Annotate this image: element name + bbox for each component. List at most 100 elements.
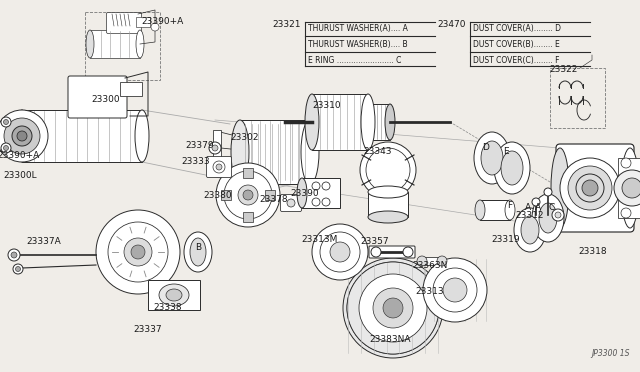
Bar [550, 68, 605, 128]
Ellipse shape [347, 262, 439, 354]
Ellipse shape [190, 238, 206, 266]
Text: 23322: 23322 [550, 65, 578, 74]
Circle shape [209, 142, 221, 154]
Ellipse shape [359, 274, 427, 342]
Text: 23321: 23321 [273, 20, 301, 29]
Circle shape [1, 117, 11, 127]
Circle shape [3, 145, 8, 151]
Text: 23300: 23300 [92, 96, 120, 105]
Ellipse shape [17, 131, 27, 141]
Circle shape [437, 256, 447, 266]
Ellipse shape [494, 142, 530, 194]
Bar [213, 130, 221, 158]
Text: 23333: 23333 [182, 157, 211, 167]
Circle shape [3, 119, 8, 125]
Text: 23390+A: 23390+A [0, 151, 39, 160]
Circle shape [417, 256, 427, 266]
Ellipse shape [514, 208, 546, 252]
Text: 23313: 23313 [416, 288, 444, 296]
Circle shape [371, 247, 381, 257]
Ellipse shape [216, 163, 280, 227]
Text: 23338: 23338 [154, 304, 182, 312]
Ellipse shape [231, 120, 249, 184]
Bar [136, 17, 150, 27]
Ellipse shape [568, 166, 612, 210]
Bar [312, 94, 368, 150]
Ellipse shape [576, 174, 604, 202]
Text: 23310: 23310 [313, 100, 341, 109]
Bar [85, 12, 160, 80]
Ellipse shape [368, 211, 408, 223]
Circle shape [383, 298, 403, 318]
Ellipse shape [15, 110, 29, 162]
Bar [368, 104, 390, 140]
Ellipse shape [501, 151, 523, 185]
Ellipse shape [360, 142, 416, 198]
Text: E: E [503, 148, 509, 157]
Bar [243, 168, 253, 178]
Text: A: A [525, 203, 531, 212]
Ellipse shape [539, 203, 557, 233]
Ellipse shape [366, 148, 410, 192]
Bar [480, 200, 510, 220]
Ellipse shape [481, 141, 503, 175]
Circle shape [238, 185, 258, 205]
FancyBboxPatch shape [280, 195, 301, 212]
Text: 23318: 23318 [579, 247, 607, 257]
Circle shape [312, 182, 320, 190]
Ellipse shape [423, 258, 487, 322]
Ellipse shape [0, 110, 48, 162]
Circle shape [216, 164, 222, 170]
Circle shape [622, 178, 640, 198]
Bar [368, 192, 408, 217]
Ellipse shape [184, 232, 212, 272]
Ellipse shape [368, 186, 408, 198]
Text: JP3300 1S: JP3300 1S [591, 349, 630, 358]
Circle shape [13, 264, 23, 274]
FancyBboxPatch shape [369, 246, 415, 258]
Bar [422, 257, 442, 265]
Circle shape [8, 249, 20, 261]
Bar [302, 178, 340, 208]
Circle shape [1, 143, 11, 153]
Circle shape [131, 245, 145, 259]
Circle shape [322, 182, 330, 190]
Text: 23337A: 23337A [27, 237, 61, 247]
Text: DUST COVER(B)........ E: DUST COVER(B)........ E [473, 40, 560, 49]
Ellipse shape [475, 200, 485, 220]
Circle shape [621, 208, 631, 218]
Bar [148, 280, 200, 310]
Text: 23380: 23380 [204, 190, 232, 199]
Text: THURUST WASHER(B).... B: THURUST WASHER(B).... B [308, 40, 408, 49]
Text: B: B [195, 244, 201, 253]
Text: E RING ........................ C: E RING ........................ C [308, 56, 401, 65]
Ellipse shape [532, 194, 564, 242]
Ellipse shape [433, 268, 477, 312]
Ellipse shape [297, 178, 307, 208]
FancyBboxPatch shape [207, 157, 232, 177]
Bar [240, 120, 310, 184]
Ellipse shape [4, 118, 40, 154]
Text: 23379: 23379 [186, 141, 214, 150]
Ellipse shape [12, 126, 32, 146]
Ellipse shape [108, 222, 168, 282]
Text: F: F [508, 202, 513, 211]
Ellipse shape [166, 289, 182, 301]
Text: 23378: 23378 [260, 196, 288, 205]
Ellipse shape [136, 30, 144, 58]
Text: 23302: 23302 [231, 134, 259, 142]
Ellipse shape [505, 200, 515, 220]
Circle shape [330, 242, 350, 262]
Circle shape [243, 190, 253, 200]
Text: DUST COVER(A)........ D: DUST COVER(A)........ D [473, 24, 561, 33]
Circle shape [544, 188, 552, 196]
Ellipse shape [312, 224, 368, 280]
Bar [221, 190, 231, 200]
Bar [265, 190, 275, 200]
Ellipse shape [86, 30, 94, 58]
Text: 23343: 23343 [364, 148, 392, 157]
Circle shape [15, 266, 20, 272]
Text: 23363N: 23363N [412, 260, 448, 269]
Ellipse shape [621, 148, 639, 228]
Ellipse shape [224, 171, 272, 219]
